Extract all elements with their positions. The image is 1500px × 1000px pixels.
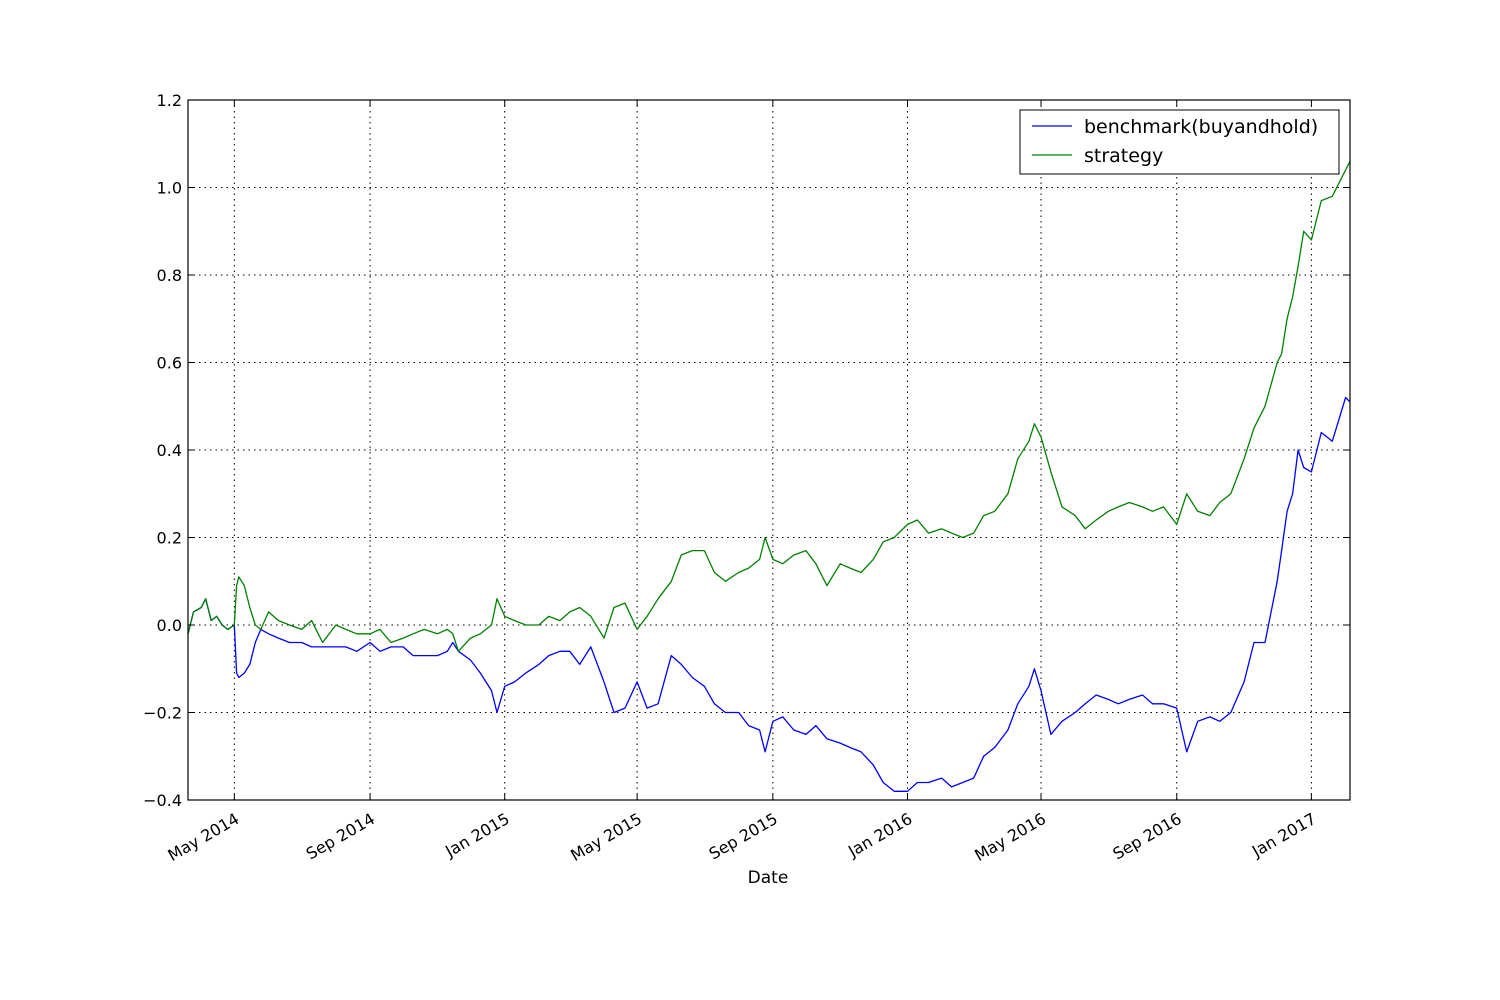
x-tick-label: Jan 2016 xyxy=(844,809,915,861)
series-line-strategy xyxy=(187,161,1351,652)
y-axis-tick-labels: 1.2 1.0 0.8 0.6 0.4 0.2 0.0 −0.2 −0.4 xyxy=(143,91,182,810)
x-axis-title: Date xyxy=(748,868,789,888)
x-tick-label: Jan 2017 xyxy=(1248,809,1319,861)
y-tick-label: 0.4 xyxy=(157,441,182,460)
y-tick-label: −0.2 xyxy=(143,704,182,723)
x-tick-label: May 2016 xyxy=(971,809,1049,865)
y-tick-label: −0.4 xyxy=(143,791,182,810)
x-tick-label: Jan 2015 xyxy=(441,809,512,861)
x-tick-label: Sep 2016 xyxy=(1109,809,1184,863)
axis-ticks xyxy=(188,99,1350,801)
y-tick-label: 0.6 xyxy=(157,354,182,373)
plot-frame xyxy=(187,99,1351,801)
x-axis-tick-labels: May 2014 Sep 2014 Jan 2015 May 2015 Sep 2015… xyxy=(165,809,1320,865)
legend: benchmark(buyandhold) strategy xyxy=(1019,109,1340,175)
y-tick-label: 0.8 xyxy=(157,266,182,285)
series-lines xyxy=(187,161,1351,792)
x-tick-label: May 2014 xyxy=(165,809,243,865)
x-tick-label: Sep 2015 xyxy=(706,809,781,863)
y-tick-label: 0.2 xyxy=(157,529,182,548)
y-tick-label: 1.0 xyxy=(157,179,182,198)
y-tick-label: 0.0 xyxy=(157,616,182,635)
legend-label-benchmark: benchmark(buyandhold) xyxy=(1084,116,1318,138)
y-tick-label: 1.2 xyxy=(157,91,182,110)
series-line-benchmark xyxy=(187,396,1351,792)
grid xyxy=(188,99,1350,801)
x-tick-label: Sep 2014 xyxy=(303,809,378,863)
x-tick-label: May 2015 xyxy=(567,809,645,865)
legend-box xyxy=(1019,109,1340,175)
legend-label-strategy: strategy xyxy=(1084,145,1163,167)
